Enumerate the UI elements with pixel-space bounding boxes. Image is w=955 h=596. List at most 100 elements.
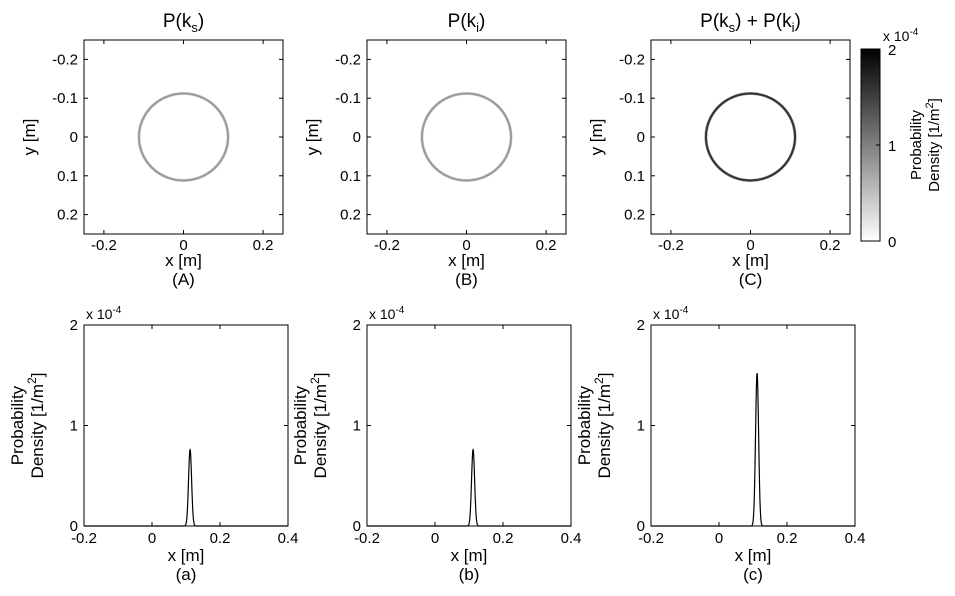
x-tick-label-part: 0: [148, 530, 156, 547]
panel-title-part: P(k: [700, 11, 729, 32]
x-tick-label-part: 0: [746, 237, 754, 254]
x-axis-label: x [m]: [168, 546, 205, 565]
y-tick-label-part: -0.1: [52, 90, 78, 107]
y-axis-label-part: y [m]: [303, 119, 322, 156]
x-tick-label-part: 0.2: [820, 237, 841, 254]
y-axis-label-part: y [m]: [587, 119, 606, 156]
y-tick-label-part: 0.1: [340, 168, 361, 185]
y-axis-label-line2: Density [1/m2]: [308, 373, 330, 479]
y-tick-label: 1: [70, 418, 78, 435]
x-axis-label-part: x [m]: [448, 251, 485, 270]
y-axis-label-line2-part: Density [1/m: [28, 384, 47, 478]
x-tick-label-part: -0.2: [354, 530, 380, 547]
y-tick-label: -0.1: [335, 90, 361, 107]
colorbar-tick-label: 1: [888, 138, 896, 155]
density-ring: [704, 92, 797, 182]
x-tick-label: 0.4: [561, 530, 582, 547]
y-tick-label: 0: [353, 129, 361, 146]
y-axis-label: Probability Density [1/m2]: [291, 373, 330, 479]
panel-title-part: ): [198, 11, 204, 32]
y-axis-label-line2-part: ]: [28, 373, 47, 378]
y-tick-label: 0.2: [340, 207, 361, 224]
x-tick-label: 0.4: [845, 530, 866, 547]
plot-area: [367, 40, 566, 234]
y-exponent: x 10-4: [653, 305, 689, 322]
x-tick-label: 0.2: [536, 237, 557, 254]
panel-title: P(ks): [163, 11, 204, 35]
colorbar-exponent-part: x 10: [883, 28, 910, 44]
colorbar-exponent-part: -4: [909, 27, 918, 38]
y-exponent-part: -4: [112, 305, 121, 316]
y-axis-label-line1-part: Probability: [575, 385, 594, 465]
y-tick-label: 0: [70, 518, 78, 535]
density-ring: [137, 92, 230, 182]
colorbar-label-line2-part: 2: [924, 102, 936, 108]
panel-label: (c): [743, 565, 763, 584]
y-tick-label: 0: [637, 518, 645, 535]
x-tick-label: -0.2: [354, 530, 380, 547]
x-tick-label: 0: [715, 530, 723, 547]
x-axis-label-part: x [m]: [168, 546, 205, 565]
plot-area: [651, 40, 850, 234]
y-tick-label: 0.1: [340, 168, 361, 185]
y-tick-label-part: -0.1: [335, 90, 361, 107]
panel-title-part: ) + P(k: [735, 11, 792, 32]
y-tick-label: 0: [637, 129, 645, 146]
x-tick-label: 0.4: [278, 530, 299, 547]
y-axis-label-line2-part: ]: [311, 373, 330, 378]
y-axis-label-line2-part: 2: [592, 377, 606, 384]
x-tick-label-part: 0.4: [561, 530, 582, 547]
x-tick-label: -0.2: [638, 530, 664, 547]
y-axis-label-line2-part: Density [1/m: [311, 384, 330, 478]
y-axis-label-part: y [m]: [20, 119, 39, 156]
y-axis-label-line1-part: Probability: [291, 385, 310, 465]
colorbar-tick-label: 2: [888, 42, 896, 59]
heatmap-panel: -0.2 0 0.2 -0.2 -0.1 0 0.1 0.2 P(ks) x [m](A) y [m…: [20, 11, 284, 289]
x-tick-label-part: -0.2: [638, 530, 664, 547]
y-exponent-part: -4: [679, 305, 688, 316]
panel-label: (a): [176, 565, 197, 584]
y-tick-label-part: 0.2: [340, 207, 361, 224]
density-ring: [420, 92, 513, 182]
density-curve: [84, 448, 288, 527]
y-tick-label-part: 0: [70, 129, 78, 146]
y-tick-label: 0.1: [57, 168, 78, 185]
x-tick-label-part: -0.2: [91, 237, 117, 254]
y-exponent-part: x 10: [369, 306, 396, 322]
x-axis-label: x [m]: [732, 251, 769, 270]
y-tick-label-part: 0: [353, 129, 361, 146]
panel-title-part: P(k: [163, 11, 192, 32]
x-axis-label: x [m]: [448, 251, 485, 270]
x-tick-label-part: 0.4: [845, 530, 866, 547]
y-axis-label-line1: Probability: [291, 385, 310, 465]
panel-label: (A): [172, 270, 195, 289]
y-tick-label-part: 2: [637, 317, 645, 334]
x-axis-label: x [m]: [735, 546, 772, 565]
x-tick-label-part: 0.2: [493, 530, 514, 547]
panel-title-part: ): [795, 11, 801, 32]
colorbar-label-line2-part: Density [1/m: [926, 108, 943, 191]
axes-box: [83, 324, 289, 527]
y-tick-label: 0.1: [624, 168, 645, 185]
plot-area: [84, 40, 283, 234]
y-exponent-part: x 10: [86, 306, 113, 322]
y-tick-label-part: 1: [70, 418, 78, 435]
x-axis-label: x [m]: [165, 251, 202, 270]
y-tick-label: 0: [353, 518, 361, 535]
y-exponent: x 10-4: [86, 305, 122, 322]
colorbar-label-line1-part: Probability: [908, 109, 925, 180]
y-tick-label-part: 2: [353, 317, 361, 334]
x-tick-label: -0.2: [374, 237, 400, 254]
y-tick-label-part: 2: [70, 317, 78, 334]
x-tick-label-part: 0.2: [536, 237, 557, 254]
x-tick-label: 0: [462, 237, 470, 254]
panel-label: (C): [739, 270, 763, 289]
x-axis-label: x [m]: [451, 546, 488, 565]
y-axis-label-line2: Density [1/m2]: [592, 373, 614, 479]
y-tick-label-part: 0: [637, 518, 645, 535]
y-axis-label: y [m]: [587, 119, 606, 156]
y-tick-label-part: 0: [353, 518, 361, 535]
y-tick-label-part: 1: [353, 418, 361, 435]
y-tick-label-part: 0.2: [57, 207, 78, 224]
